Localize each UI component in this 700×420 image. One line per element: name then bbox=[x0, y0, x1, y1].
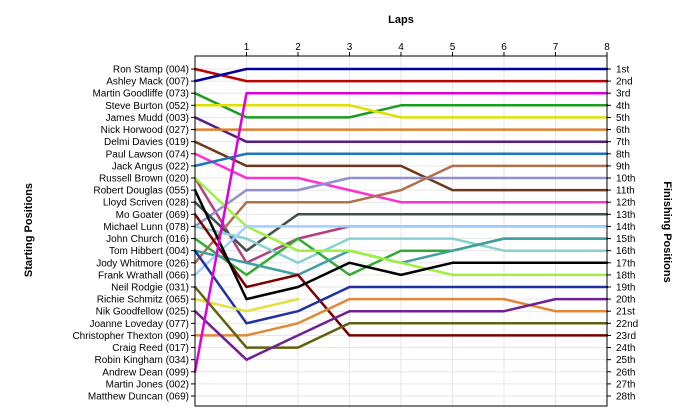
finishing-position-label: 19th bbox=[616, 283, 635, 294]
lap-tick-label: 6 bbox=[501, 42, 507, 53]
series-line bbox=[193, 140, 609, 192]
finishing-position-label: 21st bbox=[616, 307, 635, 318]
starting-position-label: Joanne Loveday (077) bbox=[89, 319, 189, 330]
series-line bbox=[193, 164, 609, 265]
left-axis-title: Starting Positions bbox=[23, 183, 35, 277]
starting-position-label: John Church (016) bbox=[106, 234, 189, 245]
series-line bbox=[193, 176, 609, 277]
lap-tick-label: 2 bbox=[295, 42, 301, 53]
finishing-position-label: 1st bbox=[616, 65, 630, 76]
starting-position-label: Richie Schmitz (065) bbox=[97, 295, 189, 306]
starting-position-label: Ashley Mack (007) bbox=[106, 77, 189, 88]
finishing-position-label: 20th bbox=[616, 295, 635, 306]
finishing-position-label: 3rd bbox=[616, 89, 630, 100]
starting-position-label: Jody Whitmore (026) bbox=[96, 258, 189, 269]
finishing-position-label: 16th bbox=[616, 246, 635, 257]
starting-position-label: Jack Angus (022) bbox=[112, 161, 189, 172]
starting-position-label: Craig Reed (017) bbox=[112, 343, 189, 354]
series-line bbox=[193, 116, 609, 143]
finishing-position-label: 22nd bbox=[616, 319, 638, 330]
series-line bbox=[193, 200, 609, 252]
starting-position-label: Russell Brown (020) bbox=[99, 174, 189, 185]
finishing-position-label: 23rd bbox=[616, 331, 636, 342]
starting-position-label: Paul Lawson (074) bbox=[106, 149, 189, 160]
starting-position-label: Nick Horwood (027) bbox=[101, 125, 189, 136]
series-line bbox=[193, 188, 609, 301]
series-layer bbox=[193, 67, 609, 374]
finishing-position-label: 17th bbox=[616, 258, 635, 269]
series-line bbox=[193, 67, 609, 83]
starting-position-label: Robin Kingham (034) bbox=[95, 355, 190, 366]
series-line bbox=[193, 249, 609, 325]
finishing-position-label: 14th bbox=[616, 222, 635, 233]
finishing-position-label: 15th bbox=[616, 234, 635, 245]
starting-position-label: Steve Burton (052) bbox=[105, 101, 189, 112]
finishing-position-label: 26th bbox=[616, 367, 635, 378]
finishing-position-label: 2nd bbox=[616, 77, 633, 88]
finishing-position-label: 12th bbox=[616, 198, 635, 209]
finishing-position-label: 28th bbox=[616, 392, 635, 403]
starting-position-label: Nik Goodfellow (025) bbox=[96, 307, 189, 318]
finishing-position-label: 10th bbox=[616, 174, 635, 185]
starting-position-label: Delmi Davies (019) bbox=[104, 137, 189, 148]
finishing-position-label: 25th bbox=[616, 355, 635, 366]
finishing-position-label: 18th bbox=[616, 270, 635, 281]
finishing-position-label: 4th bbox=[616, 101, 630, 112]
lap-tick-label: 4 bbox=[398, 42, 404, 53]
series-line bbox=[193, 176, 609, 228]
lap-tick-label: 7 bbox=[553, 42, 559, 53]
starting-position-label: James Mudd (003) bbox=[106, 113, 189, 124]
starting-position-label: Tom Hibbert (004) bbox=[109, 246, 189, 257]
series-line bbox=[193, 152, 609, 168]
series-line bbox=[193, 297, 300, 313]
series-line bbox=[193, 67, 609, 83]
right-axis-title: Finishing Positions bbox=[661, 181, 673, 282]
series-line bbox=[193, 297, 609, 361]
series-line bbox=[193, 91, 609, 119]
tick-labels: Ron Stamp (004)Ashley Mack (007)Martin G… bbox=[72, 42, 638, 403]
series-line bbox=[193, 104, 609, 119]
series-line bbox=[193, 213, 609, 337]
starting-position-label: Andrew Dean (099) bbox=[102, 367, 189, 378]
series-line bbox=[193, 225, 609, 277]
finishing-position-label: 27th bbox=[616, 379, 635, 390]
series-line bbox=[193, 285, 609, 349]
starting-position-label: Mo Goater (069) bbox=[116, 210, 189, 221]
starting-position-label: Christopher Thexton (090) bbox=[72, 331, 189, 342]
finishing-position-label: 24th bbox=[616, 343, 635, 354]
starting-position-label: Ron Stamp (004) bbox=[113, 65, 189, 76]
series-line bbox=[193, 91, 609, 374]
finishing-position-label: 6th bbox=[616, 125, 630, 136]
starting-position-label: Robert Douglas (055) bbox=[93, 186, 189, 197]
x-axis-title: Laps bbox=[388, 14, 414, 26]
starting-position-label: Lloyd Scriven (028) bbox=[103, 198, 189, 209]
series-line bbox=[193, 297, 609, 337]
starting-position-label: Neil Rodgie (031) bbox=[111, 283, 189, 294]
lap-tick-label: 1 bbox=[244, 42, 250, 53]
lap-tick-label: 5 bbox=[450, 42, 456, 53]
lap-tick-label: 8 bbox=[604, 42, 610, 53]
starting-position-label: Frank Wrathall (066) bbox=[98, 270, 189, 281]
series-line bbox=[193, 225, 609, 265]
finishing-position-label: 9th bbox=[616, 161, 630, 172]
finishing-position-label: 5th bbox=[616, 113, 630, 124]
lap-tick-label: 3 bbox=[347, 42, 353, 53]
finishing-position-label: 7th bbox=[616, 137, 630, 148]
series-line bbox=[193, 152, 609, 204]
starting-position-label: Matthew Duncan (069) bbox=[88, 392, 189, 403]
starting-position-label: Martin Goodliffe (073) bbox=[92, 89, 189, 100]
finishing-position-label: 13th bbox=[616, 210, 635, 221]
finishing-position-label: 8th bbox=[616, 149, 630, 160]
starting-position-label: Martin Jones (002) bbox=[106, 379, 189, 390]
starting-position-label: Michael Lunn (078) bbox=[103, 222, 189, 233]
finishing-position-label: 11th bbox=[616, 186, 635, 197]
